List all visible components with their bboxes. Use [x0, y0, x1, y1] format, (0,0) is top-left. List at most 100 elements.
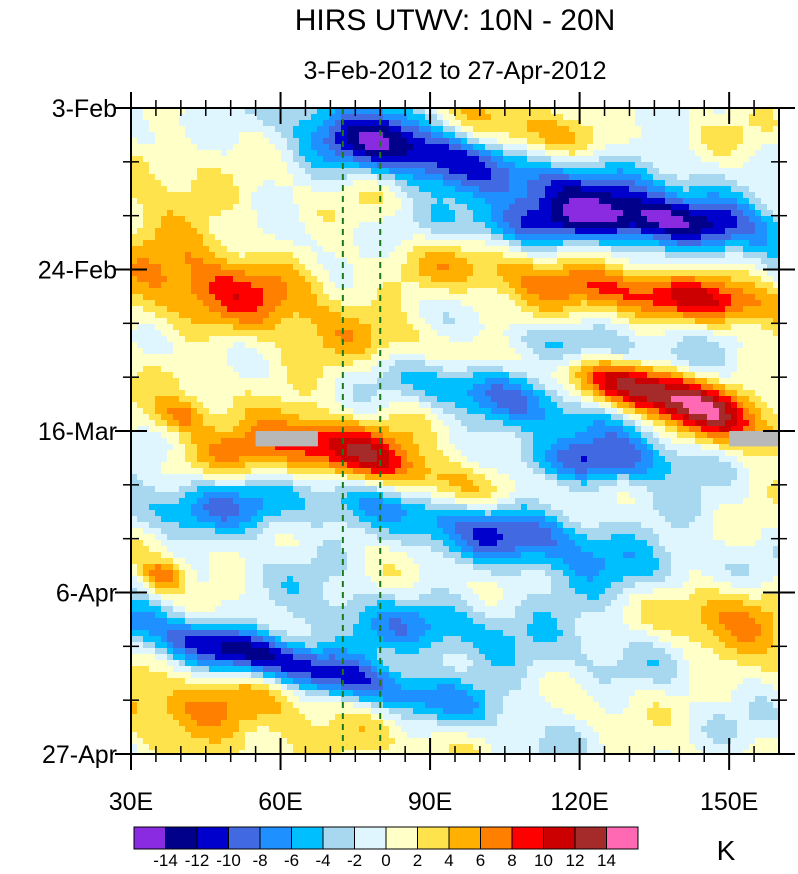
contour-cell [173, 222, 180, 229]
contour-cell [149, 210, 156, 217]
contour-cell [191, 252, 198, 259]
contour-cell [623, 342, 630, 349]
contour-cell [485, 132, 492, 139]
contour-cell [701, 258, 708, 265]
contour-cell [341, 270, 348, 277]
contour-cell [299, 330, 306, 337]
contour-cell [635, 312, 642, 319]
contour-cell [641, 132, 648, 139]
contour-cell [527, 270, 534, 277]
contour-cell [767, 288, 774, 295]
contour-cell [269, 270, 276, 277]
contour-cell [731, 150, 738, 157]
contour-cell [557, 126, 564, 133]
contour-cell [167, 120, 174, 127]
contour-cell [509, 258, 516, 265]
contour-cell [647, 336, 654, 343]
contour-cell [323, 234, 330, 241]
contour-cell [431, 378, 438, 385]
contour-cell [689, 342, 696, 349]
contour-cell [587, 348, 594, 355]
contour-cell [467, 324, 474, 331]
contour-cell [203, 144, 210, 151]
contour-cell [497, 330, 504, 337]
contour-cell [173, 360, 180, 367]
contour-cell [557, 306, 564, 313]
contour-cell [371, 252, 378, 259]
contour-cell [263, 144, 270, 151]
contour-cell [767, 348, 774, 355]
contour-cell [755, 198, 762, 205]
contour-cell [653, 234, 660, 241]
contour-cell [611, 126, 618, 133]
contour-cell [617, 354, 624, 361]
contour-cell [599, 108, 606, 115]
contour-cell [425, 192, 432, 199]
contour-cell [383, 192, 390, 199]
contour-cell [131, 246, 138, 253]
contour-cell [659, 306, 666, 313]
contour-cell [197, 162, 204, 169]
contour-cell [545, 156, 552, 163]
contour-cell [563, 258, 570, 265]
contour-cell [395, 114, 402, 121]
contour-cell [431, 360, 438, 367]
contour-cell [515, 270, 522, 277]
contour-cell [611, 114, 618, 121]
contour-cell [185, 318, 192, 325]
contour-cell [641, 216, 648, 223]
contour-cell [743, 126, 750, 133]
contour-cell [233, 348, 240, 355]
contour-cell [695, 210, 702, 217]
contour-cell [275, 264, 282, 271]
contour-cell [605, 348, 612, 355]
contour-cell [161, 228, 168, 235]
contour-cell [281, 282, 288, 289]
contour-cell [293, 258, 300, 265]
contour-cell [131, 312, 138, 319]
contour-cell [593, 264, 600, 271]
contour-cell [371, 258, 378, 265]
contour-cell [419, 294, 426, 301]
contour-cell [275, 366, 282, 373]
contour-cell [677, 240, 684, 247]
contour-cell [533, 132, 540, 139]
contour-cell [353, 270, 360, 277]
contour-cell [185, 144, 192, 151]
contour-cell [503, 366, 510, 373]
contour-cell [191, 126, 198, 133]
contour-cell [605, 366, 612, 373]
contour-cell [221, 132, 228, 139]
contour-cell [581, 246, 588, 253]
contour-cell [203, 228, 210, 235]
contour-cell [197, 186, 204, 193]
contour-cell [479, 240, 486, 247]
contour-cell [413, 222, 420, 229]
contour-cell [731, 330, 738, 337]
contour-cell [131, 126, 138, 133]
contour-cell [269, 276, 276, 283]
contour-cell [239, 348, 246, 355]
contour-cell [245, 234, 252, 241]
contour-cell [671, 318, 678, 325]
contour-cell [635, 216, 642, 223]
contour-cell [221, 114, 228, 121]
contour-cell [635, 120, 642, 127]
contour-cell [449, 150, 456, 157]
contour-cell [497, 108, 504, 115]
contour-cell [401, 222, 408, 229]
contour-cell [473, 138, 480, 145]
contour-cell [185, 216, 192, 223]
contour-cell [383, 186, 390, 193]
contour-cell [191, 138, 198, 145]
contour-cell [593, 180, 600, 187]
contour-cell [257, 384, 264, 391]
contour-cell [731, 228, 738, 235]
contour-cell [353, 276, 360, 283]
contour-cell [743, 282, 750, 289]
contour-cell [617, 252, 624, 259]
contour-cell [767, 228, 774, 235]
contour-cell [749, 288, 756, 295]
contour-cell [407, 378, 414, 385]
contour-cell [269, 294, 276, 301]
